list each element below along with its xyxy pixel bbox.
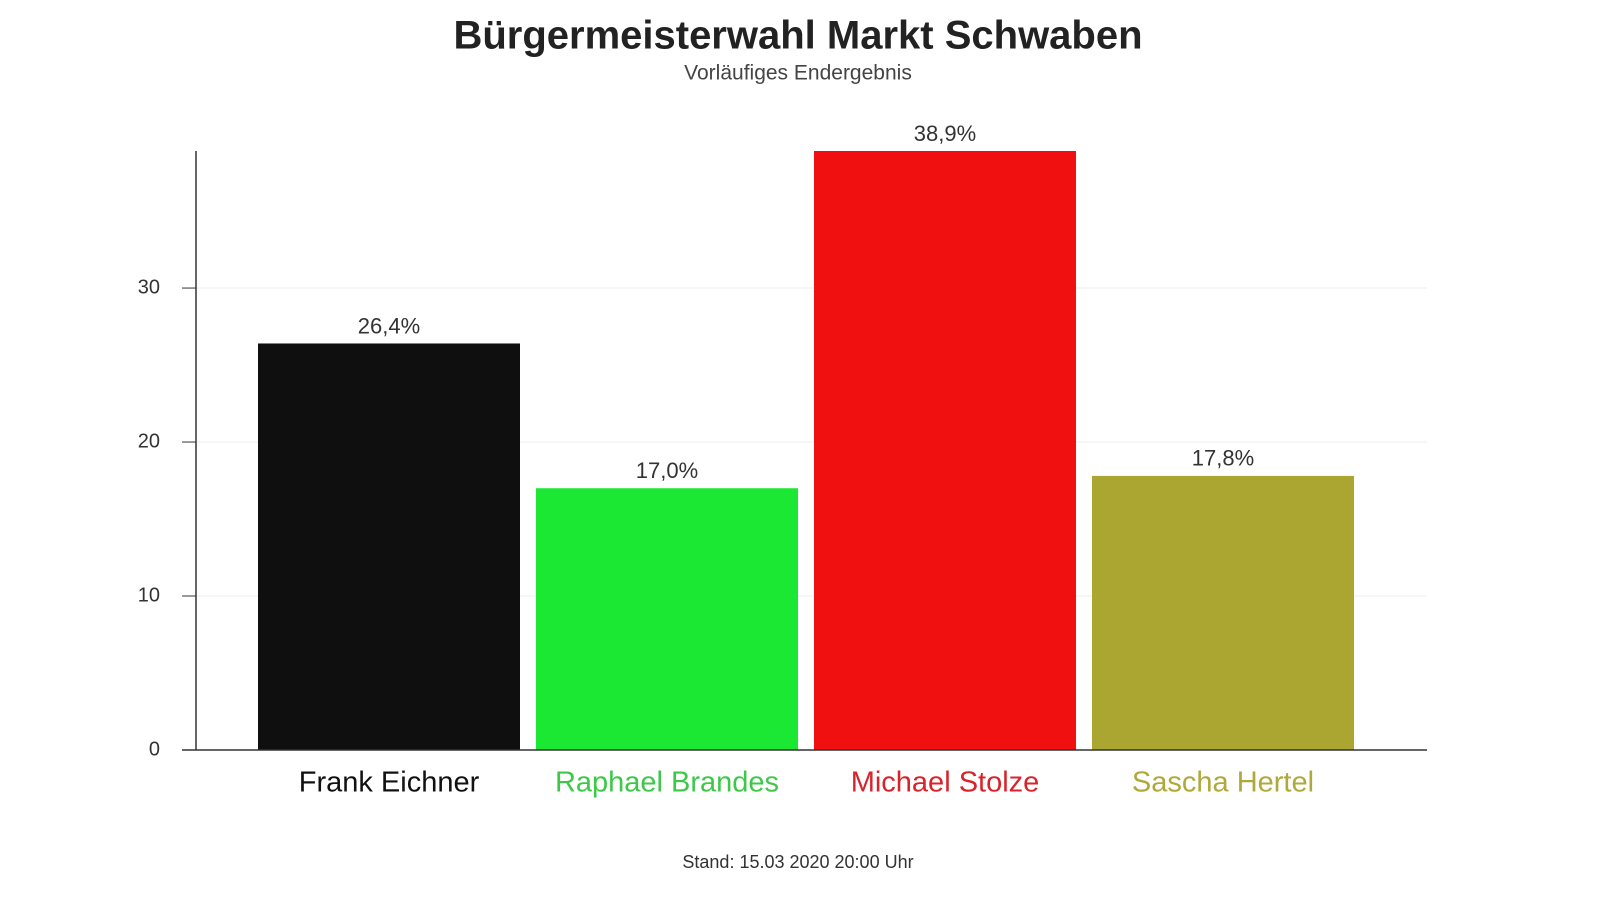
value-label: 26,4% xyxy=(358,313,420,338)
bar xyxy=(258,343,520,750)
value-label: 17,8% xyxy=(1192,446,1254,471)
x-tick-label: Michael Stolze xyxy=(851,767,1040,799)
y-tick-label: 20 xyxy=(138,430,160,452)
y-tick-label: 30 xyxy=(138,276,160,298)
footnote: Stand: 15.03 2020 20:00 Uhr xyxy=(682,852,913,872)
y-tick-label: 10 xyxy=(138,584,160,606)
y-tick-label: 0 xyxy=(149,738,160,760)
x-tick-label: Raphael Brandes xyxy=(555,767,779,799)
bar xyxy=(814,151,1076,750)
bar xyxy=(1092,475,1354,750)
value-label: 17,0% xyxy=(636,458,698,483)
bar xyxy=(536,488,798,750)
chart-title: Bürgermeisterwahl Markt Schwaben xyxy=(453,14,1142,58)
chart-subtitle: Vorläufiges Endergebnis xyxy=(684,62,912,85)
value-label: 38,9% xyxy=(914,121,976,146)
x-tick-label: Sascha Hertel xyxy=(1132,767,1314,799)
x-tick-label: Frank Eichner xyxy=(299,767,480,799)
